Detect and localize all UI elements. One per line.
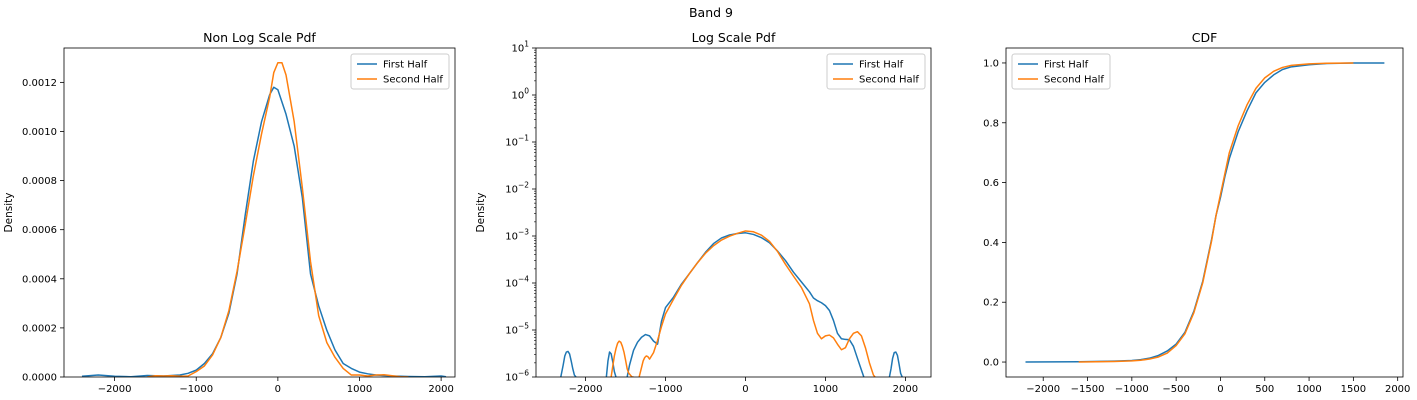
- y-tick-label: 0.0000: [22, 373, 57, 384]
- x-tick-label: 2000: [428, 384, 453, 395]
- x-tick-label: 0: [275, 384, 281, 395]
- x-tick-label: −2000: [569, 384, 603, 395]
- panel-title: Log Scale Pdf: [692, 30, 776, 45]
- panel-title: Non Log Scale Pdf: [203, 30, 316, 45]
- legend-box: [350, 53, 450, 90]
- first-half-line: [1025, 62, 1385, 363]
- figure-suptitle: Band 9: [689, 5, 733, 20]
- y-tick-label: 10−4: [505, 275, 529, 290]
- x-tick-label: −1000: [1115, 384, 1149, 395]
- y-tick-label: 10−5: [505, 322, 529, 337]
- x-tick-label: −1000: [649, 384, 683, 395]
- y-tick-label: 0.0008: [22, 176, 57, 187]
- y-tick-label: 0.4: [983, 238, 999, 249]
- x-tick-label: 1000: [347, 384, 372, 395]
- x-tick-label: 1500: [1341, 384, 1366, 395]
- x-tick-label: 2000: [1385, 384, 1410, 395]
- panel-1: Non Log Scale Pdf Density −2000 −1000 0 1000 2…: [3, 30, 456, 395]
- y-tick-label: 0.0006: [22, 225, 57, 236]
- y-tick-label: 101: [511, 40, 529, 55]
- x-tick-label: 1000: [813, 384, 838, 395]
- legend-label: Second Half: [1044, 75, 1104, 86]
- y-tick-label: 10−6: [505, 369, 529, 384]
- y-tick-label: 100: [511, 87, 529, 102]
- y-tick-label: 0.0: [983, 358, 999, 369]
- x-tick-label: −2000: [1026, 384, 1060, 395]
- first-half-line: [888, 351, 903, 377]
- y-tick-label: 1.0: [983, 58, 999, 69]
- legend-box: [1011, 53, 1111, 90]
- panel-title: CDF: [1192, 30, 1218, 45]
- x-tick-label: −2000: [98, 384, 132, 395]
- y-tick-label: 0.0010: [22, 127, 57, 138]
- legend-box: [826, 53, 926, 90]
- y-axis-label: Density: [3, 193, 15, 233]
- y-axis-label: Density: [475, 193, 487, 233]
- x-tick-label: 2000: [893, 384, 918, 395]
- y-tick-label: 0.2: [983, 298, 999, 309]
- second-half-line: [638, 230, 876, 377]
- y-tick-label: 0.8: [983, 118, 999, 129]
- first-half-line: [605, 351, 617, 377]
- legend: First Half Second Half: [1011, 53, 1111, 90]
- y-tick-label: 0.0002: [22, 323, 57, 334]
- first-half-line: [560, 350, 577, 377]
- legend-label: First Half: [859, 60, 904, 71]
- y-tick-label: 10−2: [505, 181, 529, 196]
- first-half-line: [626, 232, 865, 377]
- x-tick-label: −500: [1162, 384, 1189, 395]
- second-half-line: [147, 61, 409, 377]
- x-tick-label: 500: [1255, 384, 1274, 395]
- axes-frame: [535, 47, 932, 378]
- axes-frame: [1005, 47, 1404, 378]
- legend: First Half Second Half: [826, 53, 926, 90]
- x-tick-label: −1000: [179, 384, 213, 395]
- second-half-line: [610, 340, 634, 377]
- y-tick-label: 10−1: [505, 134, 529, 149]
- legend: First Half Second Half: [350, 53, 450, 90]
- y-tick-label: 0.6: [983, 178, 999, 189]
- y-tick-label: 0.0004: [22, 274, 57, 285]
- y-tick-label: 0.0012: [22, 78, 57, 89]
- legend-label: First Half: [1044, 60, 1089, 71]
- legend-label: First Half: [383, 60, 428, 71]
- x-tick-label: 1000: [1296, 384, 1321, 395]
- panel-3: CDF −2000 −1500 −1000 −500 0 500 1000 1500 2000 0.…: [983, 30, 1410, 395]
- legend-label: Second Half: [859, 75, 919, 86]
- legend-label: Second Half: [383, 75, 443, 86]
- y-tick-label: 10−3: [505, 228, 529, 243]
- panel-2: Log Scale Pdf Density −2000 −1000 0 1000 2000 1…: [475, 30, 932, 395]
- x-tick-label: 0: [742, 384, 748, 395]
- x-tick-label: 0: [1217, 384, 1223, 395]
- first-half-line: [81, 86, 447, 377]
- second-half-line: [1078, 62, 1354, 363]
- axes-frame: [63, 47, 456, 378]
- x-tick-label: −1500: [1071, 384, 1105, 395]
